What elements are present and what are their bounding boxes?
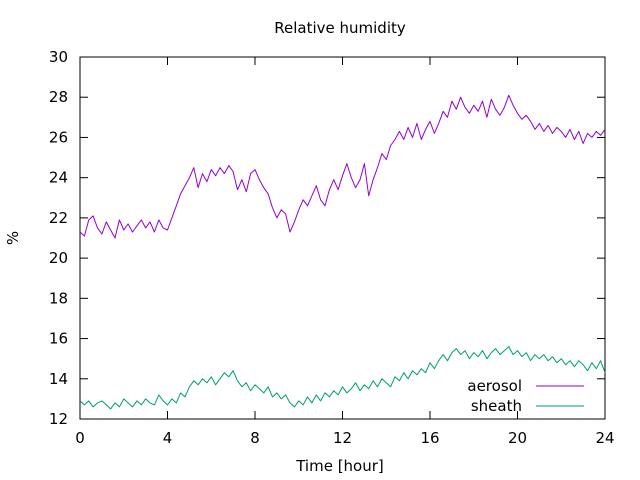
y-tick-label: 30 [49,48,68,66]
series-line-aerosol [79,94,606,239]
x-tick-label: 12 [333,429,352,447]
y-axis: 12 14 16 18 20 22 24 26 28 30 [49,48,605,428]
x-tick-label: 20 [508,429,527,447]
legend: aerosol sheath [467,377,584,415]
series-line-sheath [79,346,606,410]
x-tick-label: 4 [163,429,173,447]
x-tick-label: 16 [420,429,439,447]
y-tick-label: 28 [49,88,68,106]
y-axis-title: % [4,231,22,245]
legend-label-aerosol: aerosol [467,377,522,395]
y-tick-label: 24 [49,169,68,187]
x-axis: 0 4 8 12 16 20 24 [75,57,615,447]
x-tick-label: 0 [75,429,85,447]
y-tick-label: 26 [49,128,68,146]
y-tick-label: 12 [49,410,68,428]
legend-label-sheath: sheath [471,397,522,415]
y-tick-label: 16 [49,330,68,348]
x-tick-label: 24 [595,429,614,447]
y-tick-label: 18 [49,289,68,307]
y-tick-label: 22 [49,209,68,227]
y-tick-label: 20 [49,249,68,267]
plot-frame [79,56,606,420]
y-tick-label: 14 [49,370,68,388]
x-axis-title: Time [hour] [295,457,384,475]
x-tick-label: 8 [250,429,260,447]
series-layer [79,94,606,410]
chart-title: Relative humidity [274,19,406,37]
